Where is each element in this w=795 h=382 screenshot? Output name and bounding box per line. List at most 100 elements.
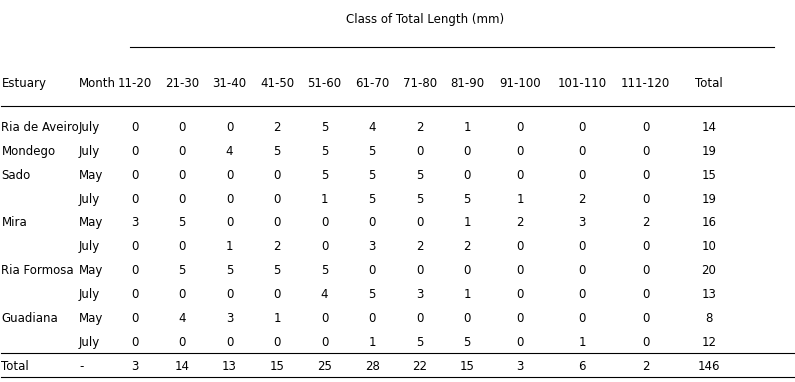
Text: 3: 3 <box>368 240 376 253</box>
Text: 5: 5 <box>178 264 186 277</box>
Text: 31-40: 31-40 <box>212 77 246 90</box>
Text: 0: 0 <box>579 121 586 134</box>
Text: 1: 1 <box>321 193 328 206</box>
Text: Class of Total Length (mm): Class of Total Length (mm) <box>346 13 504 26</box>
Text: 5: 5 <box>321 145 328 158</box>
Text: 5: 5 <box>368 193 376 206</box>
Text: 81-90: 81-90 <box>450 77 484 90</box>
Text: 0: 0 <box>131 312 138 325</box>
Text: 3: 3 <box>517 360 524 373</box>
Text: 2: 2 <box>642 217 650 230</box>
Text: 13: 13 <box>222 360 237 373</box>
Text: 0: 0 <box>517 121 524 134</box>
Text: 15: 15 <box>270 360 285 373</box>
Text: 8: 8 <box>705 312 712 325</box>
Text: 13: 13 <box>701 288 716 301</box>
Text: 4: 4 <box>178 312 186 325</box>
Text: 5: 5 <box>273 145 281 158</box>
Text: 0: 0 <box>321 240 328 253</box>
Text: July: July <box>79 193 100 206</box>
Text: 0: 0 <box>131 145 138 158</box>
Text: 0: 0 <box>178 336 186 349</box>
Text: 1: 1 <box>463 217 471 230</box>
Text: 0: 0 <box>178 145 186 158</box>
Text: 2: 2 <box>517 217 524 230</box>
Text: 28: 28 <box>365 360 379 373</box>
Text: 0: 0 <box>416 217 424 230</box>
Text: 5: 5 <box>178 217 186 230</box>
Text: 25: 25 <box>317 360 332 373</box>
Text: 0: 0 <box>226 336 233 349</box>
Text: May: May <box>79 217 103 230</box>
Text: 0: 0 <box>517 145 524 158</box>
Text: 5: 5 <box>321 121 328 134</box>
Text: 3: 3 <box>579 217 586 230</box>
Text: 20: 20 <box>701 264 716 277</box>
Text: 16: 16 <box>701 217 716 230</box>
Text: 0: 0 <box>226 193 233 206</box>
Text: 1: 1 <box>273 312 281 325</box>
Text: Guadiana: Guadiana <box>2 312 58 325</box>
Text: 1: 1 <box>578 336 586 349</box>
Text: -: - <box>79 360 83 373</box>
Text: 0: 0 <box>368 217 376 230</box>
Text: 3: 3 <box>226 312 233 325</box>
Text: 0: 0 <box>463 264 471 277</box>
Text: July: July <box>79 121 100 134</box>
Text: 5: 5 <box>416 168 424 181</box>
Text: 111-120: 111-120 <box>621 77 670 90</box>
Text: 0: 0 <box>226 217 233 230</box>
Text: 5: 5 <box>368 145 376 158</box>
Text: 0: 0 <box>517 336 524 349</box>
Text: 0: 0 <box>517 312 524 325</box>
Text: 0: 0 <box>642 336 650 349</box>
Text: 0: 0 <box>131 193 138 206</box>
Text: 14: 14 <box>175 360 189 373</box>
Text: 2: 2 <box>578 193 586 206</box>
Text: 0: 0 <box>131 168 138 181</box>
Text: 0: 0 <box>368 312 376 325</box>
Text: July: July <box>79 288 100 301</box>
Text: 4: 4 <box>226 145 233 158</box>
Text: 0: 0 <box>642 288 650 301</box>
Text: 0: 0 <box>178 288 186 301</box>
Text: 2: 2 <box>273 240 281 253</box>
Text: 0: 0 <box>273 217 281 230</box>
Text: 0: 0 <box>131 240 138 253</box>
Text: 0: 0 <box>416 264 424 277</box>
Text: 61-70: 61-70 <box>355 77 390 90</box>
Text: 0: 0 <box>321 336 328 349</box>
Text: 0: 0 <box>579 145 586 158</box>
Text: 0: 0 <box>463 168 471 181</box>
Text: 15: 15 <box>701 168 716 181</box>
Text: 0: 0 <box>131 121 138 134</box>
Text: 19: 19 <box>701 145 716 158</box>
Text: 0: 0 <box>273 336 281 349</box>
Text: 146: 146 <box>697 360 720 373</box>
Text: 0: 0 <box>131 288 138 301</box>
Text: 0: 0 <box>517 264 524 277</box>
Text: 0: 0 <box>579 240 586 253</box>
Text: May: May <box>79 168 103 181</box>
Text: 0: 0 <box>321 312 328 325</box>
Text: 51-60: 51-60 <box>308 77 342 90</box>
Text: 0: 0 <box>463 145 471 158</box>
Text: 5: 5 <box>368 288 376 301</box>
Text: 5: 5 <box>463 193 471 206</box>
Text: May: May <box>79 264 103 277</box>
Text: 15: 15 <box>460 360 475 373</box>
Text: 41-50: 41-50 <box>260 77 294 90</box>
Text: 14: 14 <box>701 121 716 134</box>
Text: 0: 0 <box>517 288 524 301</box>
Text: 5: 5 <box>463 336 471 349</box>
Text: Ria de Aveiro: Ria de Aveiro <box>2 121 80 134</box>
Text: Ria Formosa: Ria Formosa <box>2 264 74 277</box>
Text: 0: 0 <box>517 240 524 253</box>
Text: 0: 0 <box>642 168 650 181</box>
Text: 21-30: 21-30 <box>165 77 199 90</box>
Text: 91-100: 91-100 <box>499 77 541 90</box>
Text: 1: 1 <box>463 121 471 134</box>
Text: 0: 0 <box>416 145 424 158</box>
Text: 0: 0 <box>321 217 328 230</box>
Text: 5: 5 <box>321 168 328 181</box>
